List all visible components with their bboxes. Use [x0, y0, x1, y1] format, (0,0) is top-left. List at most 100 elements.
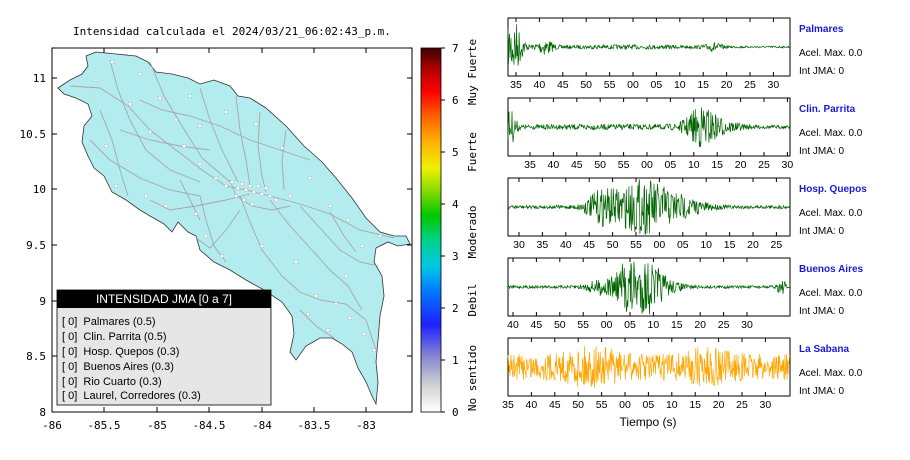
waveform-tick-label: 55: [630, 239, 642, 251]
waveform-tick-label: 20: [721, 79, 733, 91]
waveform-tick-label: 50: [594, 159, 606, 171]
map-x-tick-marks: [51, 48, 367, 412]
waveform-tick-label: 00: [641, 159, 653, 171]
waveform-trace: [507, 346, 791, 389]
waveform-tick-label: 45: [583, 239, 595, 251]
waveform-tick-label: 25: [736, 399, 748, 411]
waveform-panel: 40 45 50 55 00 05 10 15 20 25 30 Buenos Aires Acel. …: [507, 257, 864, 331]
waveform-trace: [507, 24, 791, 66]
waveform-tick-label: 35: [537, 239, 549, 251]
waveform-tick-label: 30: [741, 319, 753, 331]
waveform-tick-label: 40: [534, 79, 546, 91]
waveform-tick-label: 20: [735, 159, 747, 171]
waveform-tick-label: 10: [648, 319, 660, 331]
waveform-panels: 35 40 45 50 55 00 05 10 15 20 25 30 Palmares Acel. Ma…: [502, 17, 867, 411]
waveform-trace: [507, 179, 791, 236]
waveform-tick-label: 55: [596, 399, 608, 411]
acceleration-readout: Acel. Max. 0.0: [799, 368, 863, 379]
map-y-tick-label: 8.5: [26, 350, 46, 363]
waveform-tick-label: 05: [677, 239, 689, 251]
waveform-tick-label: 15: [724, 239, 736, 251]
map-y-tick-marks: [52, 77, 412, 357]
category-muy-fuerte: Muy Fuerte: [466, 39, 479, 105]
colorbar-category-labels: No sentido Debil Moderado Fuerte Muy Fue…: [466, 39, 479, 411]
waveform-tick-label: 25: [758, 159, 770, 171]
legend-box: [56, 289, 272, 406]
map-x-tick-label: -85.5: [87, 419, 120, 432]
waveform-tick-label: 05: [624, 319, 636, 331]
waveform-panel: 35 40 45 50 55 00 05 10 15 20 25 30 La Sabana Acel. M…: [502, 337, 863, 411]
waveform-tick-label: 20: [747, 239, 759, 251]
station-name: Clin. Parrita: [799, 104, 856, 115]
waveform-tick-label: 20: [713, 399, 725, 411]
waveform-tick-label: 25: [771, 239, 783, 251]
waveform-tick-label: 00: [601, 319, 613, 331]
legend-row: [ 0] Clin. Parrita (0.5): [62, 331, 167, 343]
intensity-readout: Int JMA: 0: [799, 146, 844, 157]
intensity-readout: Int JMA: 0: [799, 226, 844, 237]
colorbar-tick-label: 7: [452, 42, 459, 55]
colorbar-tick-label: 2: [452, 302, 459, 315]
map-y-tick-label: 9: [39, 295, 46, 308]
waveform-panel: 35 40 45 50 55 00 05 10 15 20 25 30 Palmares Acel. Ma…: [507, 17, 863, 91]
category-fuerte: Fuerte: [466, 132, 479, 172]
waveform-tick-label: 15: [689, 399, 701, 411]
waveform-tick-label: 10: [700, 239, 712, 251]
waveform-tick-label: 10: [666, 399, 678, 411]
map-y-tick-labels: 11 10.5 10 9.5 9 8.5 8: [20, 72, 47, 419]
map-x-tick-label: -84: [252, 419, 272, 432]
waveform-tick-label: 45: [549, 399, 561, 411]
waveform-tick-label: 00: [654, 239, 666, 251]
colorbar-tick-label: 1: [452, 354, 459, 367]
acceleration-readout: Acel. Max. 0.0: [799, 48, 863, 59]
waveform-tick-label: 55: [604, 79, 616, 91]
map-title: Intensidad calculada el 2024/03/21_06:02…: [73, 25, 391, 38]
waveform-tick-label: 35: [524, 159, 536, 171]
category-moderado: Moderado: [466, 206, 479, 259]
map-x-tick-label: -85: [147, 419, 167, 432]
waveform-tick-label: 30: [760, 399, 772, 411]
waveform-panel: 30 35 40 45 50 55 00 05 10 15 20 25 Hosp. Quepos Acel…: [507, 177, 867, 251]
map-y-tick-label: 9.5: [26, 239, 46, 252]
waveform-tick-label: 45: [571, 159, 583, 171]
map-x-tick-labels: -86 -85.5 -85 -84.5 -84 -83.5 -83: [42, 419, 376, 432]
map-y-tick-label: 11: [33, 72, 46, 85]
waveform-tick-label: 40: [507, 319, 519, 331]
waveform-tick-label: 10: [688, 159, 700, 171]
waveform-tick-label: 05: [665, 159, 677, 171]
waveform-tick-label: 55: [618, 159, 630, 171]
waveform-tick-label: 30: [782, 159, 794, 171]
waveform-tick-label: 40: [560, 239, 572, 251]
waveform-tick-label: 00: [627, 79, 639, 91]
waveform-tick-label: 15: [671, 319, 683, 331]
colorbar-tick-label: 6: [452, 94, 459, 107]
waveform-tick-label: 35: [510, 79, 522, 91]
map-y-tick-label: 10: [33, 183, 46, 196]
acceleration-readout: Acel. Max. 0.0: [799, 208, 863, 219]
category-debil: Debil: [466, 283, 479, 316]
waveform-tick-label: 30: [768, 79, 780, 91]
legend-row: [ 0] Laurel, Corredores (0.3): [62, 390, 201, 402]
waveform-tick-label: 45: [557, 79, 569, 91]
acceleration-readout: Acel. Max. 0.0: [799, 288, 863, 299]
intensity-readout: Int JMA: 0: [799, 386, 844, 397]
legend-row: [ 0] Hosp. Quepos (0.3): [62, 346, 179, 358]
waveform-tick-label: 45: [531, 319, 543, 331]
waveform-tick-label: 25: [718, 319, 730, 331]
colorbar-tick-label: 5: [452, 146, 459, 159]
waveform-tick-label: 50: [580, 79, 592, 91]
intensity-legend: INTENSIDAD JMA [0 a 7] [ 0] Palmares (0.…: [56, 289, 272, 406]
colorbar: 0 1 2 3 4 5 6 7 No sentido Debil Moderad…: [420, 39, 479, 419]
legend-row: [ 0] Palmares (0.5): [62, 316, 156, 328]
waveform-tick-label: 05: [651, 79, 663, 91]
waveform-tick-label: 00: [619, 399, 631, 411]
map-x-tick-label: -83: [356, 419, 376, 432]
waveform-trace: [507, 261, 791, 315]
intensity-readout: Int JMA: 0: [799, 306, 844, 317]
map-x-tick-label: -83.5: [297, 419, 330, 432]
road-network: [69, 59, 395, 351]
waveform-tick-label: 05: [643, 399, 655, 411]
waveform-tick-label: 35: [502, 399, 514, 411]
waveform-tick-label: 10: [674, 79, 686, 91]
